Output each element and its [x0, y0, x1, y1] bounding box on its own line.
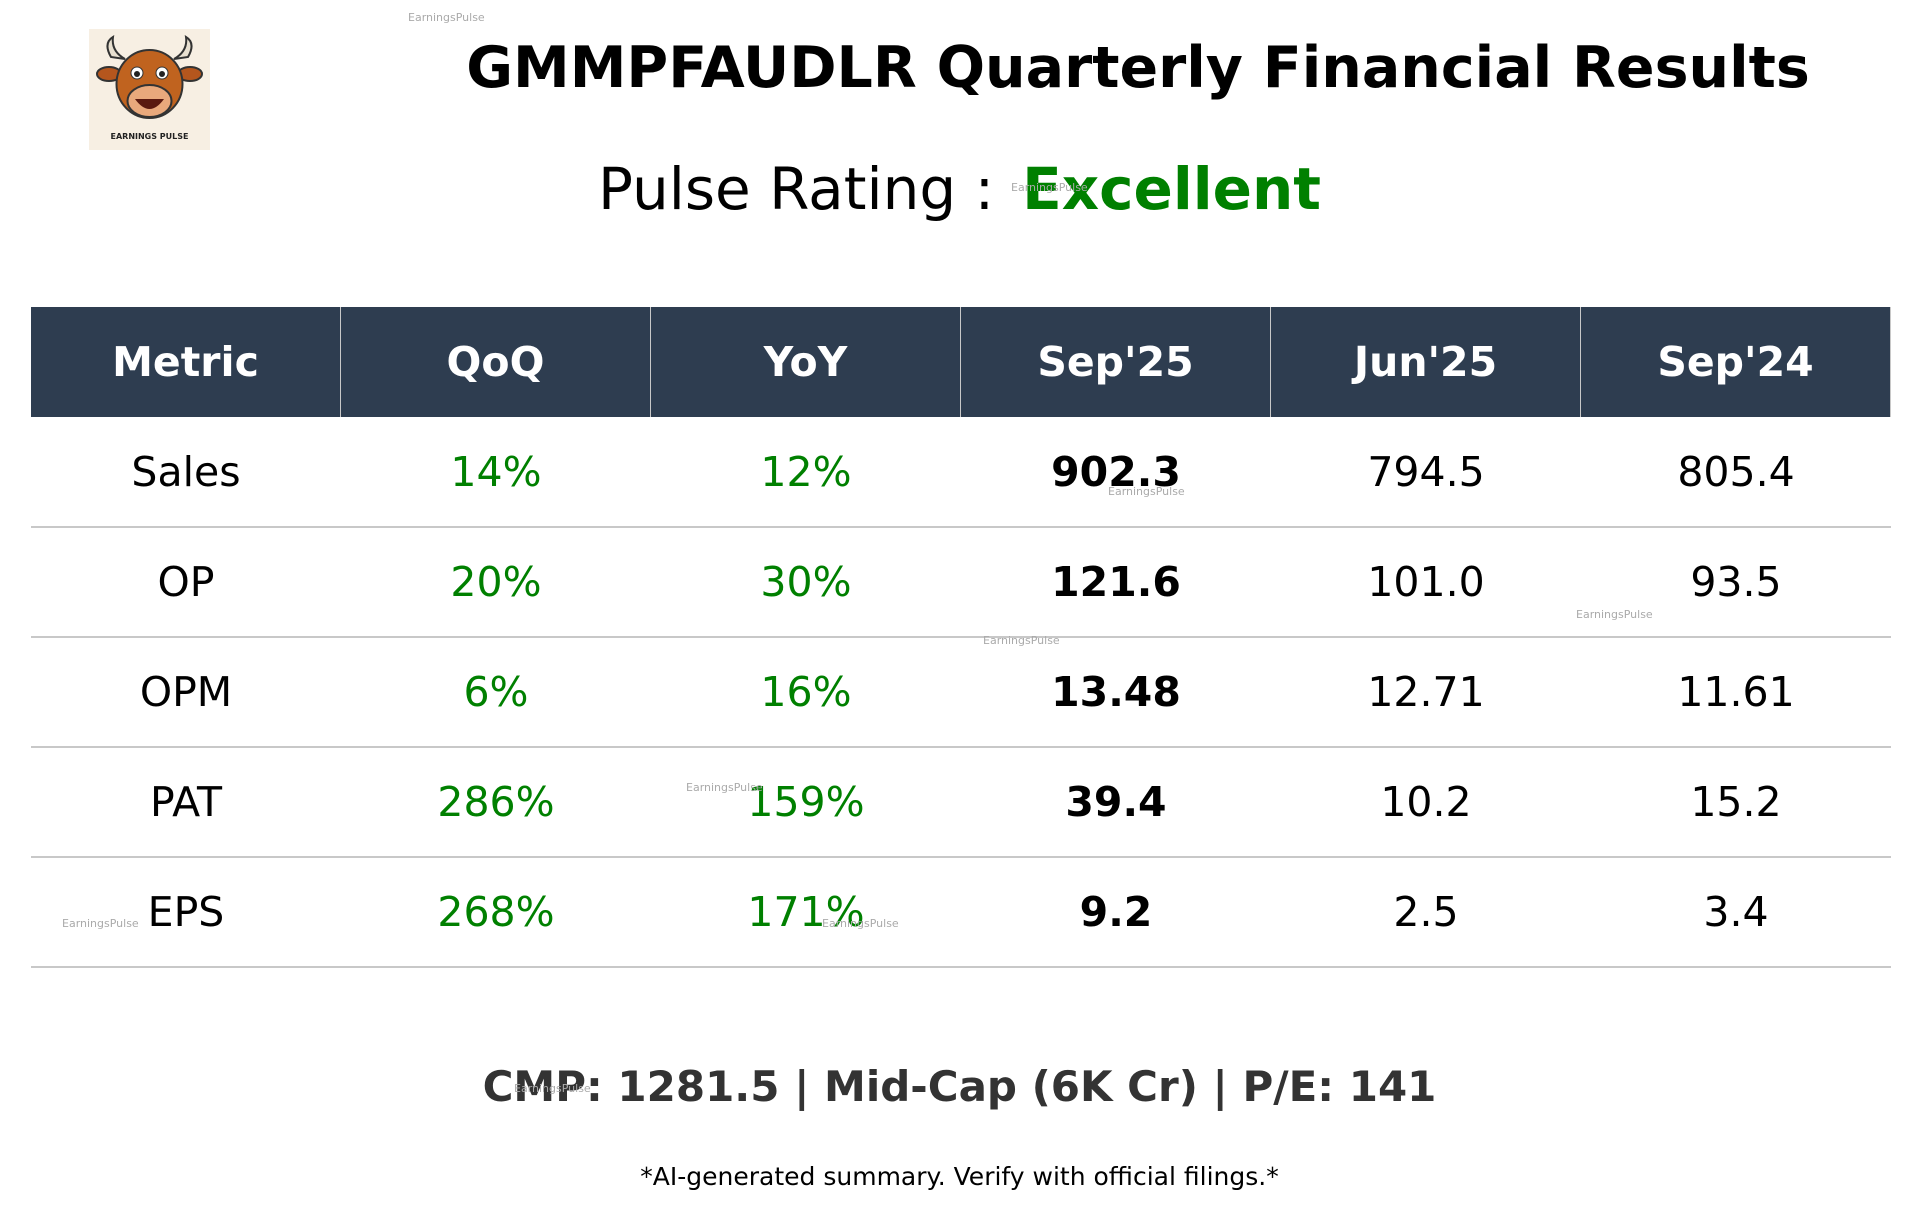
- table-cell: Sales: [131, 448, 241, 496]
- table-cell: 2.5: [1393, 888, 1459, 936]
- table-cell: 3.4: [1703, 888, 1769, 936]
- table-cell: 268%: [437, 888, 555, 936]
- row-divider: [31, 966, 1891, 968]
- watermark: EarningsPulse: [686, 781, 763, 794]
- header-cell: Sep'24: [1581, 307, 1891, 417]
- logo: EARNINGS PULSE: [89, 29, 210, 150]
- watermark: EarningsPulse: [983, 634, 1060, 647]
- rating: Excellent: [1022, 155, 1322, 223]
- watermark: EarningsPulse: [1576, 608, 1653, 621]
- row-divider: [31, 526, 1891, 528]
- table-cell: 794.5: [1367, 448, 1485, 496]
- rating-label: Pulse Rating :: [597, 155, 995, 223]
- table-cell: 93.5: [1690, 558, 1782, 606]
- table-cell: 14%: [450, 448, 542, 496]
- rating-row: Pulse Rating : Excellent: [0, 155, 1919, 223]
- table-cell: 805.4: [1677, 448, 1795, 496]
- table-cell: 39.4: [1065, 778, 1167, 826]
- table-cell: 9.2: [1079, 888, 1153, 936]
- watermark: EarningsPulse: [408, 11, 485, 24]
- header-cell: Jun'25: [1271, 307, 1581, 417]
- header-cell: YoY: [651, 307, 961, 417]
- table-cell: 15.2: [1690, 778, 1782, 826]
- table-cell: 171%: [747, 888, 865, 936]
- table-cell: EPS: [147, 888, 225, 936]
- table-cell: 20%: [450, 558, 542, 606]
- table-cell: OP: [157, 558, 215, 606]
- summary: CMP: 1281.5 | Mid-Cap (6K Cr) | P/E: 141: [482, 1062, 1437, 1111]
- watermark: EarningsPulse: [62, 917, 139, 930]
- watermark: EarningsPulse: [514, 1082, 591, 1095]
- watermark: EarningsPulse: [1011, 181, 1088, 194]
- row-divider: [31, 636, 1891, 638]
- table-cell: 121.6: [1051, 558, 1181, 606]
- table-cell: 16%: [760, 668, 852, 716]
- table-cell: 30%: [760, 558, 852, 606]
- table-cell: 10.2: [1380, 778, 1472, 826]
- watermark: EarningsPulse: [822, 917, 899, 930]
- table-cell: OPM: [139, 668, 233, 716]
- disclaimer: *AI-generated summary. Verify with offic…: [640, 1162, 1279, 1191]
- table-cell: 12%: [760, 448, 852, 496]
- table-cell: 12.71: [1367, 668, 1485, 716]
- row-divider: [31, 856, 1891, 858]
- title: GMMPFAUDLR Quarterly Financial Results: [466, 35, 1810, 101]
- table-cell: 6%: [463, 668, 529, 716]
- header-cell: QoQ: [341, 307, 651, 417]
- table-cell: 13.48: [1051, 668, 1181, 716]
- table-cell: 101.0: [1367, 558, 1485, 606]
- table-cell: PAT: [149, 778, 222, 826]
- row-divider: [31, 746, 1891, 748]
- logo-label: EARNINGS PULSE: [111, 132, 189, 141]
- header-cell: Sep'25: [961, 307, 1271, 417]
- table-cell: 11.61: [1677, 668, 1795, 716]
- table-cell: 159%: [747, 778, 865, 826]
- watermark: EarningsPulse: [1108, 485, 1185, 498]
- header-cell: Metric: [31, 307, 341, 417]
- table-cell: 286%: [437, 778, 555, 826]
- table-cell: 902.3: [1051, 448, 1181, 496]
